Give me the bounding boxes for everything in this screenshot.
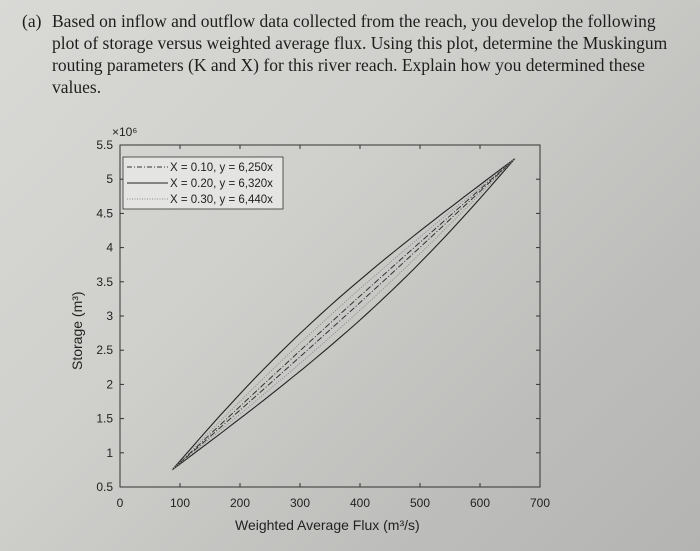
y-tick-label: 1 — [106, 446, 113, 460]
x-tick-label: 0 — [117, 496, 124, 510]
y-tick-label: 3.5 — [96, 275, 113, 289]
question-body: Based on inflow and outflow data collect… — [52, 11, 668, 97]
legend-entry-x020: X = 0.20, y = 6,320x — [170, 178, 273, 190]
x-tick-label: 600 — [470, 496, 490, 510]
legend-entry-x030: X = 0.30, y = 6,440x — [170, 194, 273, 206]
question-label: (a) — [22, 11, 42, 31]
question-text-block: (a) Based on inflow and outflow data col… — [22, 10, 682, 98]
y-tick-label: 2 — [106, 377, 113, 391]
x-axis-label: Weighted Average Flux (m³/s) — [235, 517, 420, 533]
x-tick-label: 100 — [170, 496, 190, 510]
x-tick-label: 700 — [530, 496, 550, 510]
series-loop-2 — [171, 158, 516, 471]
x-tick-label: 500 — [410, 496, 430, 510]
y-tick-label: 2.5 — [96, 343, 113, 357]
x-tick-label: 300 — [290, 496, 310, 510]
y-tick-label: 5.5 — [96, 138, 113, 152]
x-tick-label: 200 — [230, 496, 250, 510]
legend-entry-x010: X = 0.10, y = 6,250x — [170, 162, 273, 174]
y-axis-label: Storage (m³) — [69, 291, 85, 370]
y-multiplier: ×10⁶ — [112, 125, 137, 139]
y-tick-label: 5 — [106, 172, 113, 186]
y-tick-label: 4.5 — [96, 206, 113, 220]
y-tick-label: 0.5 — [96, 480, 113, 494]
y-tick-label: 4 — [106, 241, 113, 255]
y-tick-label: 3 — [106, 309, 113, 323]
legend: X = 0.10, y = 6,250x X = 0.20, y = 6,320… — [122, 156, 284, 210]
y-tick-label: 1.5 — [96, 412, 113, 426]
x-tick-label: 400 — [350, 496, 370, 510]
